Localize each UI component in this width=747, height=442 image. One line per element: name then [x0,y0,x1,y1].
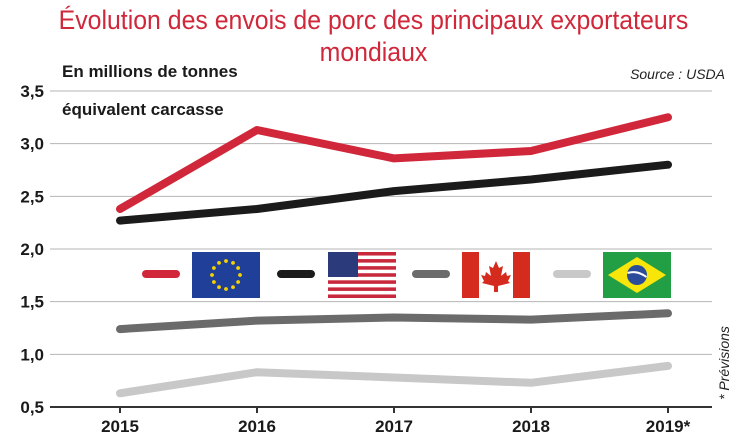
series-line-canada [116,309,672,334]
chart-title: Évolution des envois de porc des princip… [30,4,717,68]
brazil-flag-icon [603,252,671,298]
y-tick-label: 3,0 [20,135,44,154]
y-tick-label: 3,5 [20,82,44,101]
eu-flag-icon [192,252,260,298]
y-tick-label: 2,0 [20,240,44,259]
x-tick-label: 2019* [646,417,691,436]
series-lines [116,113,672,398]
y-tick-label: 1,0 [20,345,44,364]
x-tick-label: 2016 [238,417,276,436]
y-tick-label: 0,5 [20,398,44,417]
series-line-usa [116,160,672,225]
y-unit-line-1: En millions de tonnes [62,62,238,81]
x-tick-label: 2015 [101,417,139,436]
y-axis-ticks: 0,5 1,0 1,5 2,0 2,5 3,0 3,5 [20,82,44,417]
usa-flag-icon [328,252,396,298]
source-note: Source : USDA [630,66,725,82]
series-line-brazil [116,361,672,398]
x-tick-label: 2017 [375,417,413,436]
chart-title-line-2: mondiaux [319,37,428,67]
y-unit-line-2: équivalent carcasse [62,100,224,119]
chart-title-line-1: Évolution des envois de porc des princip… [58,5,689,35]
x-tick-label: 2018 [512,417,550,436]
canada-flag-icon [462,252,530,298]
series-line-eu [116,113,672,213]
legend [142,252,671,298]
y-tick-label: 1,5 [20,293,44,312]
y-tick-label: 2,5 [20,187,44,206]
grid-lines [50,90,712,408]
x-axis-ticks: 2015 2016 2017 2018 2019* [101,407,691,436]
